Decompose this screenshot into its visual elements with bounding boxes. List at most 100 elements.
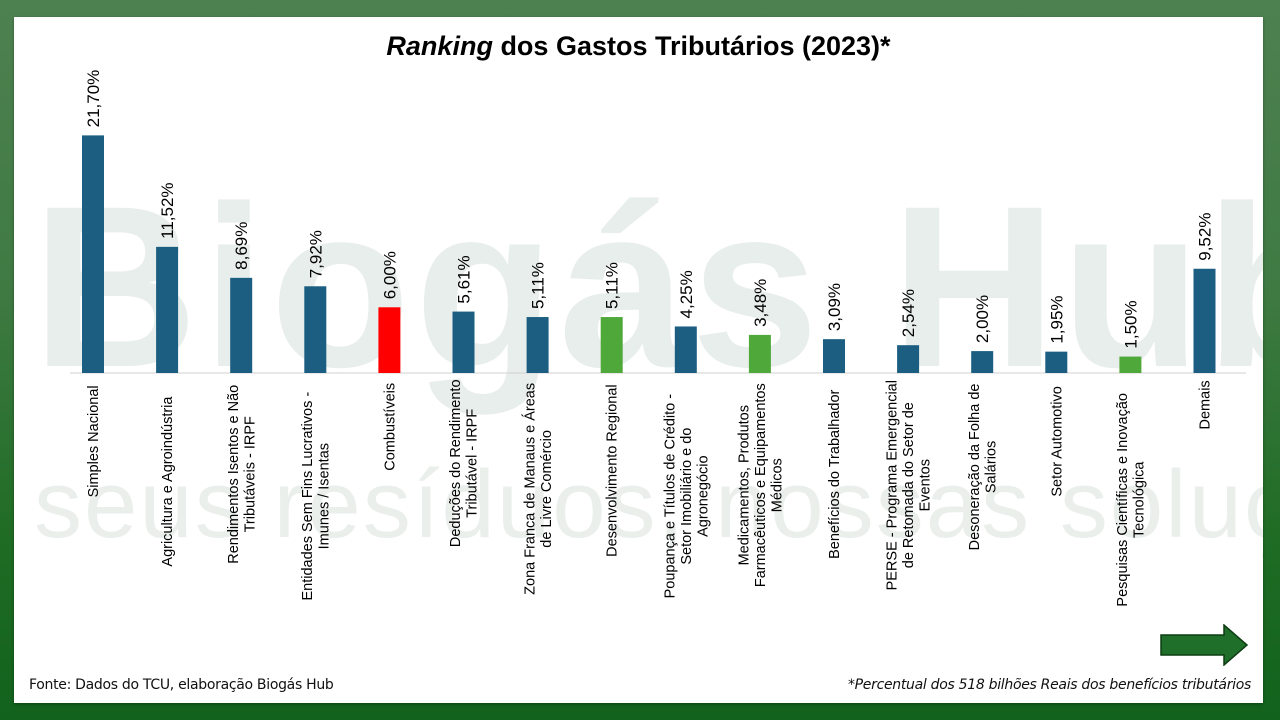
bar (600, 317, 623, 373)
bar (823, 339, 845, 373)
bar (304, 286, 327, 373)
category-label-line: Pesquisas Científicas e Inovação (1115, 393, 1131, 607)
data-label: 5,11% (529, 262, 548, 309)
bar (1119, 356, 1142, 373)
category-label-line: Desoneração da Folha de (967, 384, 983, 551)
source-note: Fonte: Dados do TCU, elaboração Biogás H… (29, 677, 334, 693)
data-label: 8,69% (232, 222, 251, 270)
category-label: Pesquisas Científicas e InovaçãoTecnológ… (1115, 393, 1148, 607)
bar-chart: 21,70% 11,52% 8,69% 7,92% 6,00% 5,61% 5,11% 5,1… (70, 70, 1246, 607)
category-label: Combustíveis (382, 383, 398, 471)
category-label-line: Poupança e Títulos de Crédito - (662, 394, 678, 599)
svg-text:Combustíveis: Combustíveis (382, 383, 398, 471)
data-label: 9,52% (1196, 213, 1215, 261)
data-label: 6,00% (380, 251, 399, 299)
category-label-line: Benefícios do Trabalhador (827, 389, 843, 558)
svg-text:Desoneração da Folha deSalário: Desoneração da Folha deSalários (967, 384, 1000, 551)
right-arrow-icon[interactable] (1160, 624, 1248, 666)
category-label-line: Setor Automotivo (1049, 386, 1065, 496)
category-label-line: de Livre Comércio (539, 430, 555, 548)
bar (897, 345, 920, 373)
category-label-line: Deduções do Rendimento (448, 379, 464, 547)
bar (748, 334, 771, 373)
svg-text:Deduções do RendimentoTributáv: Deduções do RendimentoTributável - IRPF (448, 379, 481, 547)
category-label-line: Rendimentos Isentos e Não (226, 385, 242, 564)
svg-text:Simples Nacional: Simples Nacional (86, 385, 102, 497)
category-label: Rendimentos Isentos e NãoTributáveis - I… (226, 385, 259, 564)
bar (674, 326, 697, 373)
data-label: 2,54% (899, 289, 918, 337)
category-label-line: Tributável - IRPF (465, 409, 481, 518)
category-label: Medicamentos, ProdutosFarmacêuticos e Eq… (736, 383, 785, 587)
category-label-line: Zona Franca de Manaus e Áreas (521, 383, 538, 595)
data-label: 3,09% (825, 283, 844, 331)
data-label: 2,00% (973, 295, 992, 343)
category-label-line: Demais (1198, 380, 1214, 429)
category-label: Deduções do RendimentoTributável - IRPF (448, 379, 481, 547)
category-label: Demais (1198, 380, 1214, 429)
category-label-line: Entidades Sem Fins Lucrativos - (300, 392, 316, 601)
svg-text:Setor Automotivo: Setor Automotivo (1049, 386, 1065, 496)
bar (971, 351, 994, 373)
data-label: 11,52% (158, 182, 177, 238)
category-label-line: Eventos (918, 459, 934, 511)
category-label-line: de Retomada do Setor de (901, 402, 917, 568)
category-label-line: Salários (983, 441, 999, 493)
category-label: Entidades Sem Fins Lucrativos -Imunes / … (300, 392, 333, 601)
bar (230, 277, 253, 373)
chart-title: Ranking dos Gastos Tributários (2023)* (14, 31, 1263, 62)
category-labels-group: Simples Nacional Agricultura e Agroindúst… (86, 379, 1214, 606)
category-label-line: Tributáveis - IRPF (242, 416, 258, 532)
category-label-line: Medicamentos, Produtos (736, 405, 752, 565)
data-label: 5,61% (455, 255, 474, 303)
category-label: Benefícios do Trabalhador (827, 389, 843, 558)
category-label-line: Agricultura e Agroindústria (160, 396, 176, 567)
data-label: 4,25% (677, 270, 696, 318)
data-label: 1,50% (1121, 300, 1140, 348)
category-label-line: Setor Imobiliário e do (679, 428, 695, 565)
data-label: 5,11% (603, 262, 622, 309)
category-label-line: Médicos (769, 458, 785, 512)
bar (1193, 268, 1216, 373)
category-label: Simples Nacional (86, 385, 102, 497)
bar (452, 311, 475, 373)
data-label: 7,92% (306, 230, 325, 278)
category-label: Desoneração da Folha deSalários (967, 384, 1000, 551)
svg-text:Benefícios do Trabalhador: Benefícios do Trabalhador (827, 389, 843, 558)
category-label-line: Imunes / Isentas (317, 443, 333, 549)
category-label-line: Tecnológica (1132, 461, 1148, 539)
svg-text:Zona Franca de Manaus e Áreasd: Zona Franca de Manaus e Áreasde Livre Co… (521, 383, 555, 595)
category-label-line: Desenvolvimento Regional (605, 384, 621, 556)
data-label: 21,70% (84, 70, 103, 128)
data-label: 3,48% (751, 279, 770, 327)
category-label: Zona Franca de Manaus e Áreasde Livre Co… (521, 383, 555, 595)
category-label: Poupança e Títulos de Crédito -Setor Imo… (662, 394, 711, 599)
category-label-line: Combustíveis (382, 383, 398, 471)
category-label-line: PERSE - Programa Emergencial (885, 380, 901, 590)
category-label: Desenvolvimento Regional (605, 384, 621, 556)
svg-text:Desenvolvimento Regional: Desenvolvimento Regional (605, 384, 621, 556)
bar (526, 317, 549, 373)
category-label-line: Farmacêuticos e Equipamentos (753, 383, 769, 587)
slide-panel: Biogás Hub seus resíduos, nossas soluçõe… (14, 17, 1263, 703)
svg-text:Poupança e Títulos de Crédito: Poupança e Títulos de Crédito -Setor Imo… (662, 394, 711, 599)
svg-text:Rendimentos Isentos e NãoTribu: Rendimentos Isentos e NãoTributáveis - I… (226, 385, 259, 564)
svg-text:Demais: Demais (1198, 380, 1214, 429)
bar (378, 307, 401, 373)
bar (1045, 351, 1068, 373)
category-label: PERSE - Programa Emergencialde Retomada … (885, 380, 934, 590)
category-label: Agricultura e Agroindústria (160, 396, 176, 567)
bar (82, 135, 104, 373)
svg-text:Medicamentos, ProdutosFarmacêu: Medicamentos, ProdutosFarmacêuticos e Eq… (736, 383, 785, 587)
category-label-line: Simples Nacional (86, 385, 102, 497)
category-label-line: Agronegócio (695, 455, 711, 536)
svg-text:Pesquisas Científicas e Inovaç: Pesquisas Científicas e InovaçãoTecnológ… (1115, 393, 1148, 607)
data-labels-group: 21,70% 11,52% 8,69% 7,92% 6,00% 5,61% 5,11% 5,1… (84, 70, 1215, 349)
chart-title-italic: Ranking (386, 31, 493, 61)
category-label: Setor Automotivo (1049, 386, 1065, 496)
bar (156, 246, 179, 373)
svg-text:Entidades Sem Fins Lucrativos: Entidades Sem Fins Lucrativos -Imunes / … (300, 392, 333, 601)
svg-text:PERSE - Programa Emergencialde: PERSE - Programa Emergencialde Retomada … (885, 380, 934, 590)
watermark-tagline: seus resíduos, nossas soluções (34, 451, 1263, 558)
svg-text:Agricultura e Agroindústria: Agricultura e Agroindústria (160, 396, 176, 567)
